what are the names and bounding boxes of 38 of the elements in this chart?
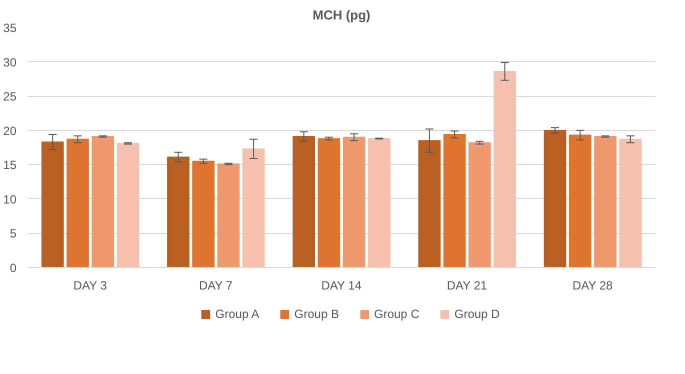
bar	[167, 156, 190, 268]
x-tick-label: DAY 3	[73, 278, 108, 292]
x-tick-label: DAY 7	[199, 278, 233, 292]
bar	[66, 138, 89, 268]
x-tick-label: DAY 14	[321, 278, 362, 292]
bar	[242, 148, 265, 268]
bar	[368, 138, 390, 268]
bar	[192, 160, 215, 268]
bar	[292, 136, 315, 268]
legend-label: Group D	[454, 307, 500, 321]
y-tick-label: 20	[3, 124, 17, 138]
legend-label: Group A	[215, 307, 260, 321]
y-tick-label: 15	[3, 158, 17, 172]
bar	[318, 138, 340, 268]
bar	[217, 163, 240, 268]
y-tick-label: 5	[10, 226, 17, 241]
bar	[468, 142, 491, 268]
bar	[494, 70, 516, 268]
y-tick-label: 25	[3, 90, 17, 104]
legend-label: Group B	[294, 307, 340, 321]
bar	[544, 130, 566, 268]
bar	[116, 142, 140, 268]
bar	[443, 134, 466, 268]
bar	[568, 134, 592, 268]
bar	[92, 136, 114, 268]
bar	[418, 140, 441, 268]
x-tick-label: DAY 21	[446, 278, 488, 292]
x-tick-label: DAY 28	[572, 278, 614, 292]
bar	[594, 136, 616, 268]
legend-label: Group C	[374, 307, 420, 321]
chart-title: MCH (pg)	[312, 8, 370, 22]
y-tick-label: 0	[10, 261, 17, 275]
y-tick-label: 30	[3, 55, 17, 70]
bar	[342, 136, 366, 268]
bar	[41, 142, 64, 268]
bar	[619, 138, 642, 268]
y-tick-label: 10	[3, 192, 17, 206]
y-tick-label: 35	[3, 21, 17, 35]
